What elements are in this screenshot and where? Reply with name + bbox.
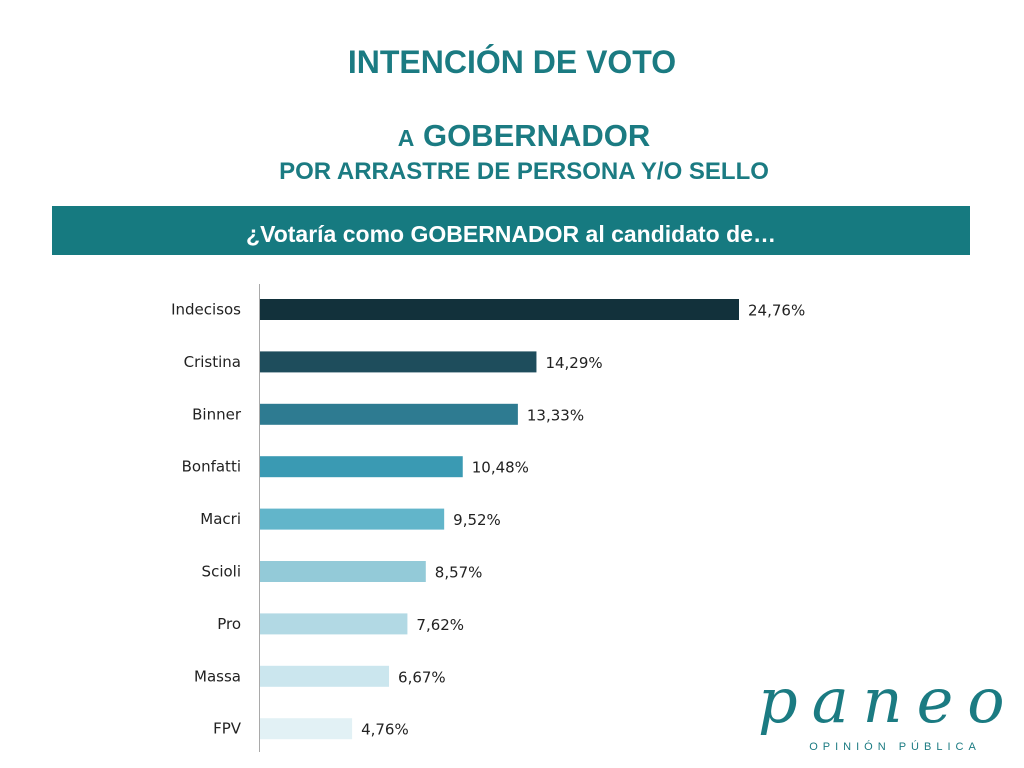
- value-label: 13,33%: [527, 406, 584, 424]
- value-label: 24,76%: [748, 302, 805, 320]
- category-label: Cristina: [184, 353, 241, 371]
- category-label: Indecisos: [171, 301, 241, 319]
- value-label: 8,57%: [435, 564, 483, 582]
- bar-cristina: [260, 351, 537, 373]
- logo-tagline: OPINIÓN PÚBLICA: [809, 741, 981, 753]
- value-label: 7,62%: [416, 616, 464, 634]
- question-banner: ¿Votaría como GOBERNADOR al candidato de…: [52, 206, 970, 255]
- bar-massa: [260, 665, 390, 687]
- bar-fpv: [260, 718, 353, 740]
- category-label: Scioli: [202, 563, 241, 581]
- bar-bonfatti: [260, 456, 463, 478]
- value-label: 10,48%: [472, 459, 529, 477]
- category-label: Binner: [192, 405, 242, 423]
- bar-macri: [260, 508, 445, 530]
- value-label: 9,52%: [453, 511, 501, 529]
- value-label: 6,67%: [398, 668, 446, 686]
- page-title: INTENCIÓN DE VOTO: [347, 44, 677, 80]
- category-label: Pro: [217, 615, 241, 633]
- category-label: Macri: [200, 510, 241, 528]
- category-label: FPV: [213, 720, 242, 738]
- page-subtitle-line2: POR ARRASTRE DE PERSONA Y/O SELLO: [279, 158, 769, 185]
- bar-pro: [260, 613, 408, 635]
- category-label: Massa: [194, 667, 241, 685]
- subtitle-main: GOBERNADOR: [422, 118, 651, 153]
- logo-wordmark: paneo: [758, 664, 1019, 737]
- bar-scioli: [260, 561, 426, 582]
- bar-indecisos: [260, 299, 739, 320]
- value-label: 14,29%: [545, 354, 602, 372]
- page-subtitle: A GOBERNADOR: [0, 118, 1024, 154]
- bar-binner: [260, 403, 518, 425]
- category-label: Bonfatti: [182, 458, 241, 476]
- subtitle-prefix: A: [397, 125, 415, 151]
- value-label: 4,76%: [361, 721, 409, 739]
- paneo-logo: paneo OPINIÓN PÚBLICA: [758, 668, 1008, 758]
